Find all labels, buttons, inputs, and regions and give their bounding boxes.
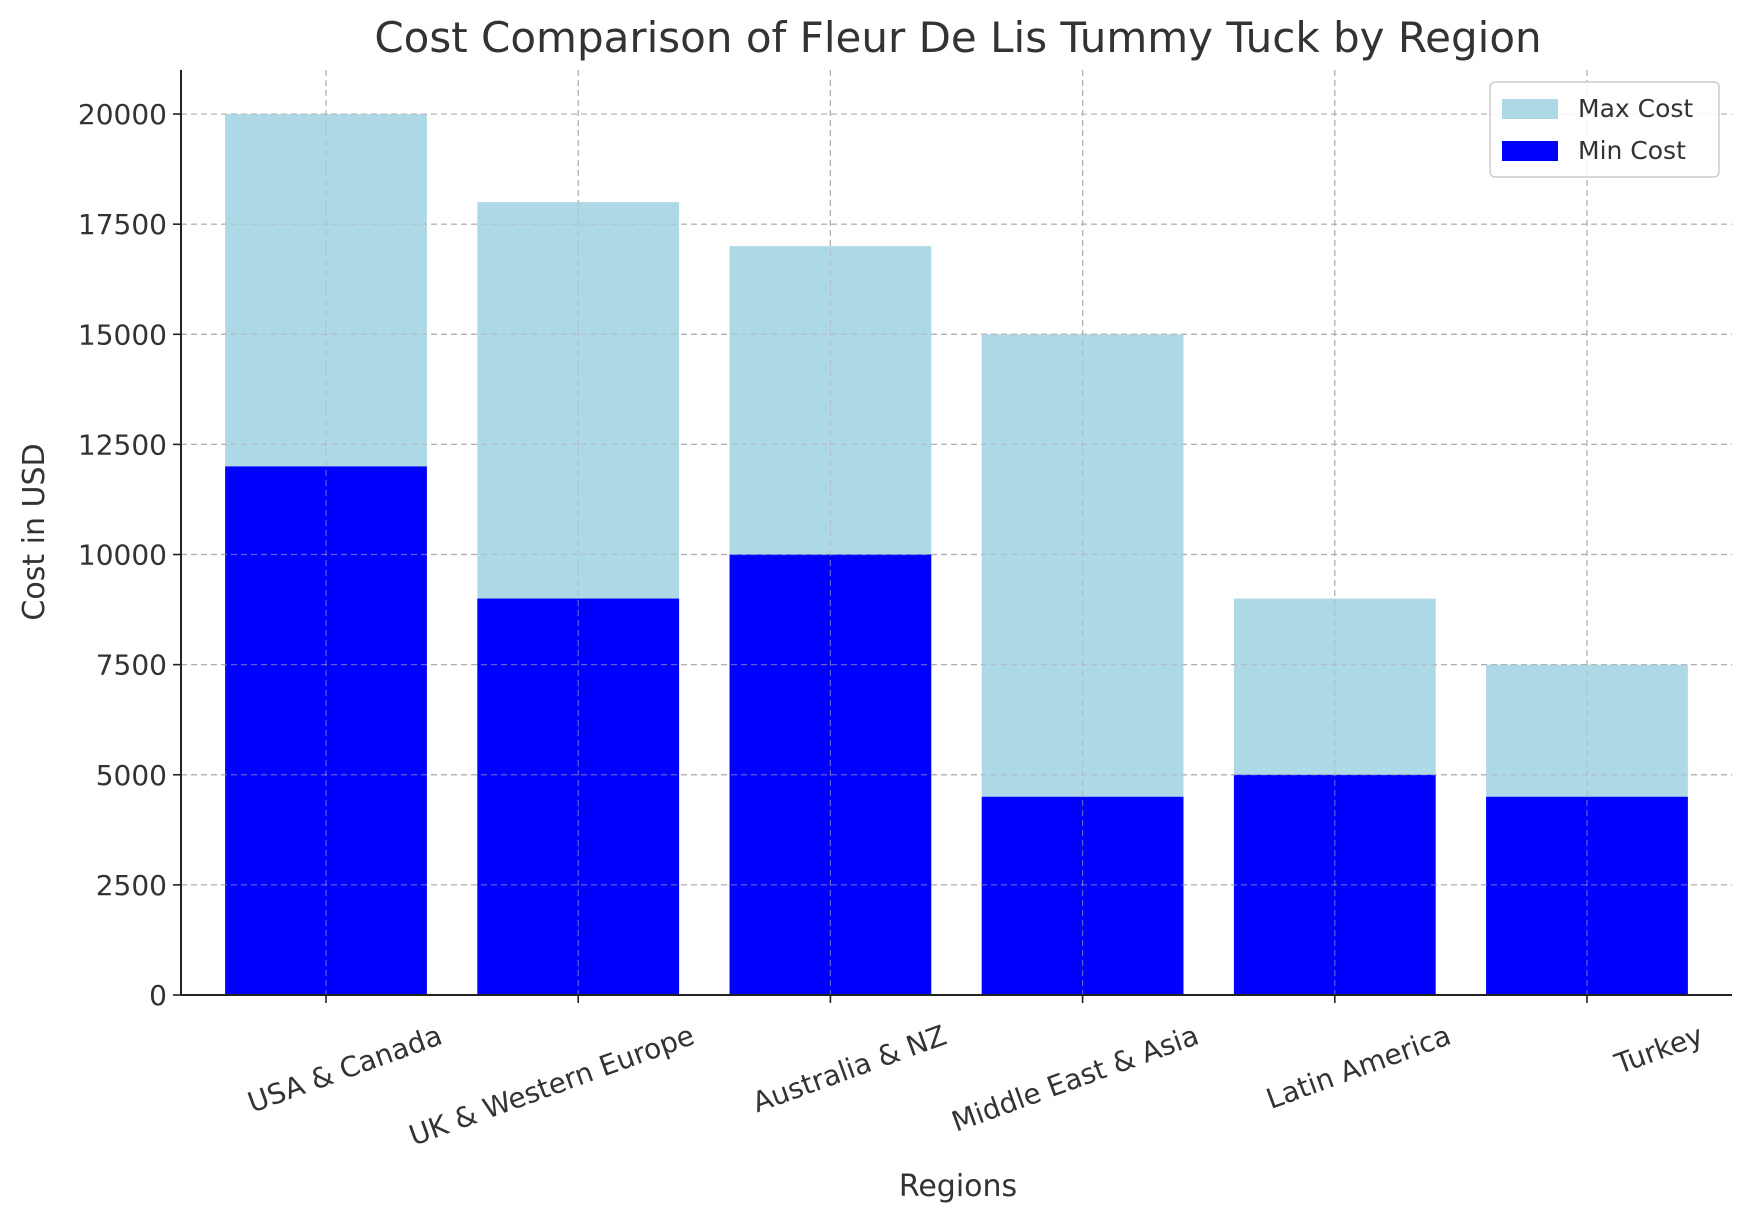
y-axis-label: Cost in USD xyxy=(17,443,52,620)
legend-swatch xyxy=(1502,141,1558,161)
axes xyxy=(173,70,1732,1003)
x-tick-label: Australia & NZ xyxy=(748,1019,951,1120)
y-tick-label: 15000 xyxy=(78,318,167,351)
y-tick-label: 5000 xyxy=(96,759,167,792)
y-tick-label: 20000 xyxy=(78,98,167,131)
legend-label: Min Cost xyxy=(1578,136,1686,165)
y-tick-label: 10000 xyxy=(78,539,167,572)
y-tick-label: 0 xyxy=(149,979,167,1012)
legend: Max Cost Min Cost xyxy=(1489,81,1720,178)
x-tick-label: Middle East & Asia xyxy=(947,1019,1203,1139)
x-tick-label: UK & Western Europe xyxy=(405,1019,699,1153)
y-tick-label: 17500 xyxy=(78,208,167,241)
legend-swatch xyxy=(1502,99,1558,119)
y-tick-label: 12500 xyxy=(78,428,167,461)
x-tick-label: Turkey xyxy=(1610,1019,1708,1082)
x-axis-label: Regions xyxy=(899,1169,1017,1204)
bars xyxy=(181,70,1732,996)
chart-title: Cost Comparison of Fleur De Lis Tummy Tu… xyxy=(374,13,1541,62)
legend-label: Max Cost xyxy=(1578,94,1693,123)
y-tick-label: 7500 xyxy=(96,649,167,682)
y-tick-label: 2500 xyxy=(96,869,167,902)
x-tick-label: Latin America xyxy=(1262,1019,1455,1116)
x-tick-label: USA & Canada xyxy=(243,1019,446,1120)
